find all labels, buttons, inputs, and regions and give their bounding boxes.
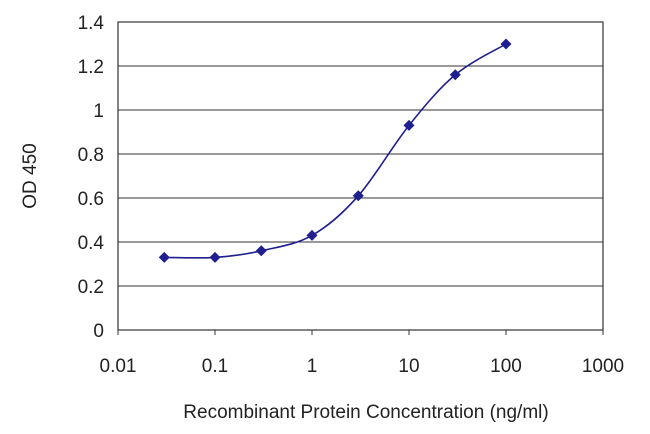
y-tick-labels: 0 0.2 0.4 0.6 0.8 1 1.2 1.4 <box>78 13 105 342</box>
data-points <box>158 38 512 263</box>
y-tick-label: 0 <box>93 321 104 342</box>
y-tick-label: 1.2 <box>78 57 104 78</box>
data-point <box>255 245 267 257</box>
y-tick-label: 1.4 <box>78 13 105 34</box>
data-point <box>158 251 170 263</box>
y-tick-label: 0.2 <box>78 277 104 298</box>
y-axis-label: OD 450 <box>20 143 41 208</box>
x-axis-label: Recombinant Protein Concentration (ng/ml… <box>183 402 548 423</box>
y-tick-label: 0.8 <box>78 145 104 166</box>
data-point <box>449 69 461 81</box>
x-tick-label: 1000 <box>582 356 624 377</box>
y-tick-label: 0.6 <box>78 189 104 210</box>
data-point <box>500 38 512 50</box>
x-tick-label: 10 <box>398 356 419 377</box>
y-tick-label: 0.4 <box>78 233 105 254</box>
x-tick-label: 1 <box>307 356 318 377</box>
data-point <box>403 119 415 131</box>
x-tick-label: 0.1 <box>202 356 228 377</box>
plot-area <box>117 21 604 331</box>
x-tick-labels: 0.01 0.1 1 10 100 1000 <box>100 330 624 377</box>
x-tick-label: 100 <box>490 356 522 377</box>
x-tick-label: 0.01 <box>100 356 137 377</box>
data-point <box>306 229 318 241</box>
series-line <box>164 43 507 259</box>
data-point <box>209 251 221 263</box>
data-point <box>352 190 364 202</box>
grid-lines <box>118 65 603 287</box>
y-tick-label: 1 <box>93 101 104 122</box>
